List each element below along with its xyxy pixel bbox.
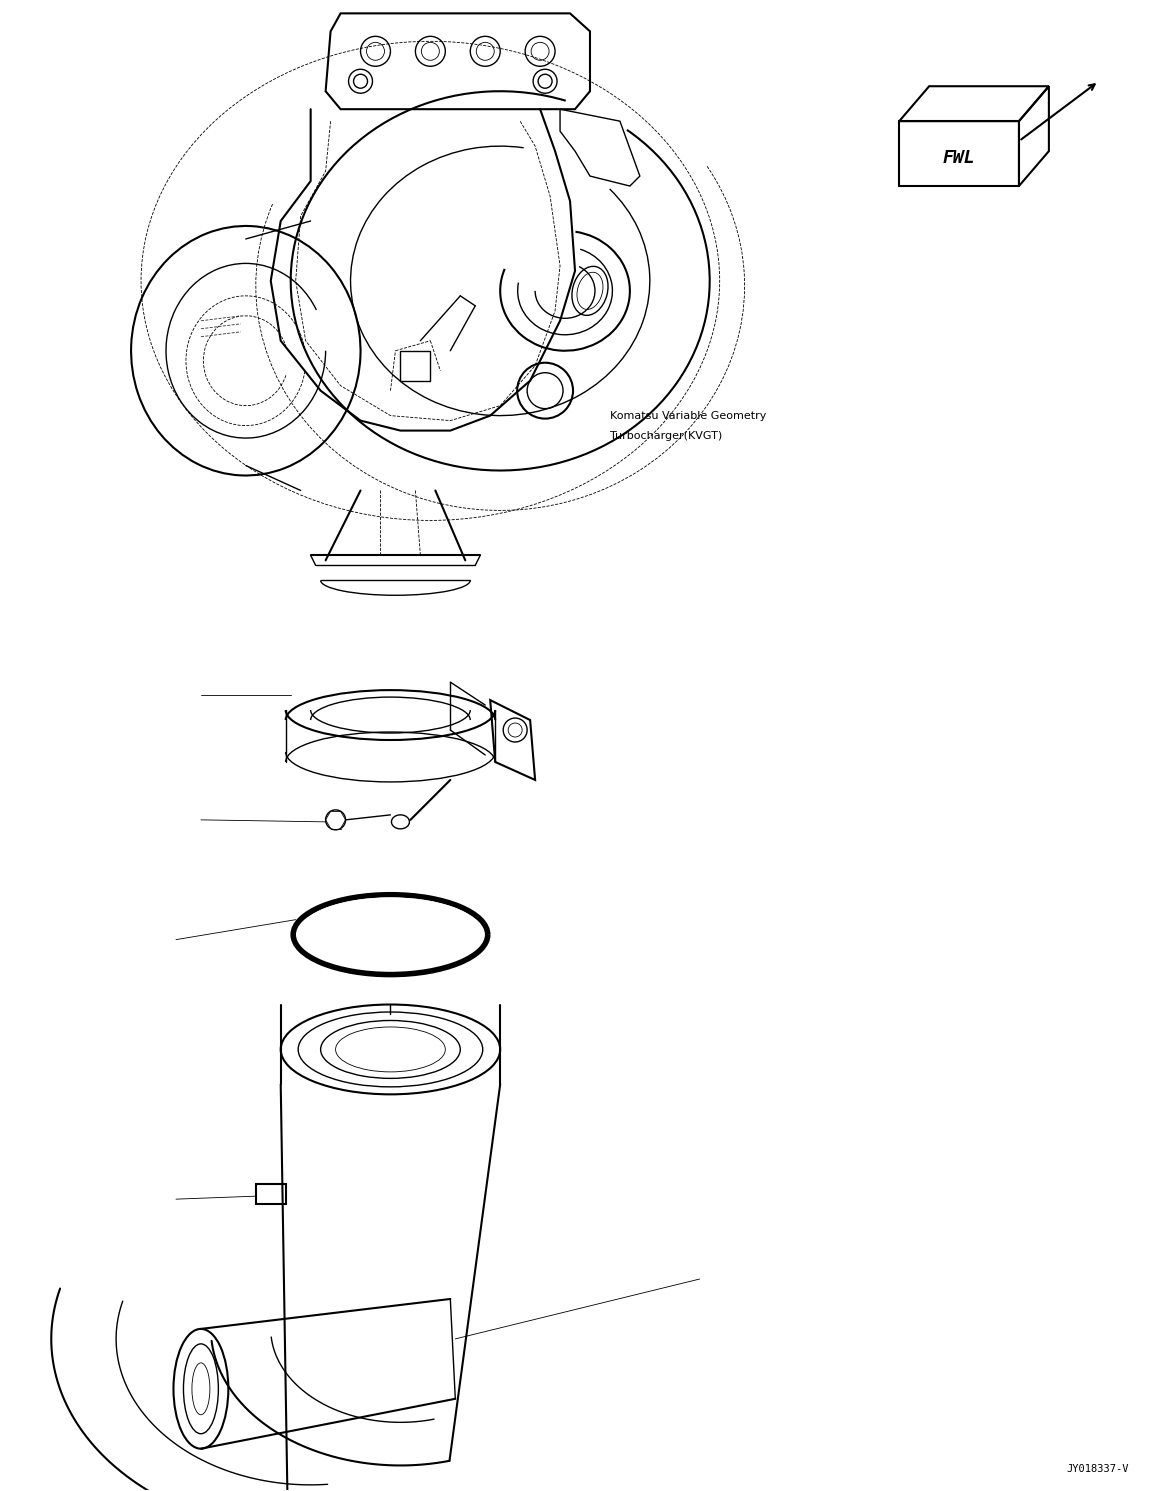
Polygon shape <box>256 1184 285 1205</box>
Text: FWL: FWL <box>942 149 975 167</box>
Text: JY018337-V: JY018337-V <box>1066 1464 1129 1473</box>
Text: Komatsu Variable Geometry: Komatsu Variable Geometry <box>610 410 767 420</box>
Text: Turbocharger(KVGT): Turbocharger(KVGT) <box>610 431 722 440</box>
Circle shape <box>325 810 346 830</box>
